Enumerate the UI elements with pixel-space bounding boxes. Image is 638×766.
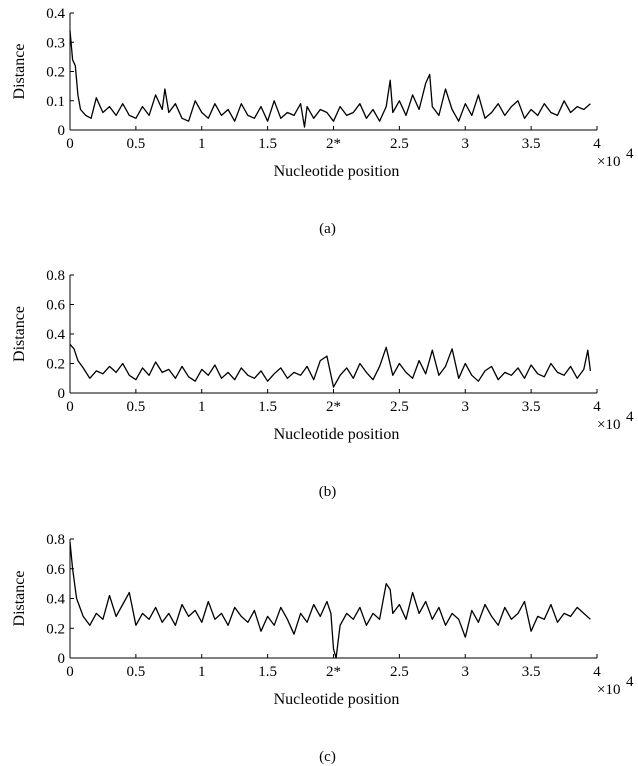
y-axis-label: Distance	[11, 571, 28, 627]
x-tick-label: 3.5	[522, 664, 541, 680]
y-tick-label: 0	[58, 386, 66, 402]
x-tick-label: 3	[462, 399, 470, 415]
chart-panel: 0 0.5 1 1.5 2* 2.5 3 3.5 4 0 0.1 0.2 0.3 0.4 Distance N…	[11, 6, 634, 237]
x-tick-label: 0	[66, 136, 74, 152]
x-axis-label: Nucleotide position	[274, 163, 400, 180]
x-tick-label: 4	[593, 664, 601, 680]
y-tick-label: 0	[58, 123, 66, 139]
series-line	[69, 30, 591, 128]
y-tick-label: 0.6	[46, 562, 65, 578]
x-axis-exponent: 4	[626, 409, 634, 425]
x-tick-label: 4	[593, 399, 601, 415]
panel-caption: (a)	[319, 221, 336, 237]
x-tick-label: 2*	[326, 399, 341, 415]
series-line	[69, 343, 592, 388]
x-tick-label: 3	[462, 136, 470, 152]
y-tick-label: 0.8	[46, 268, 65, 284]
y-tick-label: 0.1	[46, 94, 65, 110]
x-axis-multiplier: ×10	[597, 682, 620, 698]
x-tick-label: 0	[66, 399, 74, 415]
x-tick-label: 1	[198, 664, 206, 680]
x-axis-multiplier: ×10	[597, 154, 620, 170]
y-tick-label: 0.2	[46, 357, 65, 373]
x-tick-label: 2*	[326, 136, 341, 152]
x-tick-label: 1	[198, 136, 206, 152]
x-tick-label: 1.5	[258, 399, 277, 415]
x-axis-multiplier: ×10	[597, 417, 620, 433]
y-tick-label: 0.2	[46, 621, 65, 637]
x-tick-label: 2.5	[390, 399, 409, 415]
x-tick-label: 1	[198, 399, 206, 415]
chart-panel: 0 0.5 1 1.5 2* 2.5 3 3.5 4 0 0.2 0.4 0.6 0.8 Distance N…	[11, 268, 634, 500]
y-tick-label: 0.4	[46, 592, 65, 608]
y-tick-label: 0.2	[46, 65, 65, 81]
x-axis-exponent: 4	[626, 146, 634, 162]
y-axis-label: Distance	[11, 44, 28, 100]
x-tick-label: 1.5	[258, 136, 277, 152]
series-line	[69, 541, 591, 659]
x-tick-label: 2.5	[390, 136, 409, 152]
y-tick-label: 0.3	[46, 35, 65, 51]
y-tick-label: 0.8	[46, 532, 65, 548]
x-tick-label: 4	[593, 136, 601, 152]
y-axis-label: Distance	[11, 306, 28, 362]
y-tick-label: 0.4	[46, 6, 65, 22]
y-tick-label: 0.4	[46, 327, 65, 343]
x-tick-label: 3.5	[522, 399, 541, 415]
x-axis-exponent: 4	[626, 674, 634, 690]
y-tick-label: 0.6	[46, 298, 65, 314]
chart-panel: 0 0.5 1 1.5 2* 2.5 3 3.5 4 0 0.2 0.4 0.6 0.8 Distance N…	[11, 532, 634, 765]
panel-caption: (c)	[319, 749, 336, 765]
x-tick-label: 2*	[326, 664, 341, 680]
panel-caption: (b)	[319, 484, 337, 500]
x-tick-label: 0.5	[127, 399, 146, 415]
x-tick-label: 2.5	[390, 664, 409, 680]
y-tick-label: 0	[58, 651, 66, 667]
x-tick-label: 0.5	[127, 664, 146, 680]
x-tick-label: 3	[462, 664, 470, 680]
x-tick-label: 0	[66, 664, 74, 680]
x-tick-label: 0.5	[127, 136, 146, 152]
x-tick-label: 3.5	[522, 136, 541, 152]
x-axis-label: Nucleotide position	[274, 691, 400, 708]
x-tick-label: 1.5	[258, 664, 277, 680]
x-axis-label: Nucleotide position	[274, 426, 400, 443]
